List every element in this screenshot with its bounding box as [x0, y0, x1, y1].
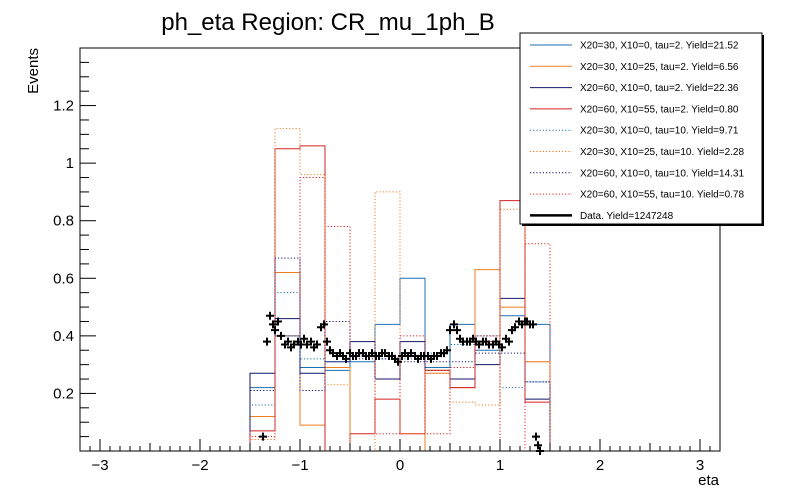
data-point [443, 346, 451, 355]
y-axis-label: Events [25, 48, 42, 94]
y-tick-label: 1 [66, 155, 74, 172]
y-tick-label: 0.4 [53, 328, 74, 345]
data-point [342, 354, 350, 363]
data-point [511, 323, 519, 332]
series-6-histogram [249, 128, 551, 452]
legend-entry: X20=30, X10=25, tau=2. Yield=6.56 [580, 62, 739, 73]
legend-entry: X20=60, X10=55, tau=2. Yield=0.80 [580, 104, 739, 115]
x-tick-label: −1 [291, 457, 308, 474]
x-tick-label: −2 [191, 457, 208, 474]
data-point [498, 343, 506, 352]
data-point [534, 441, 542, 450]
data-point [453, 326, 461, 335]
legend-entry: X20=30, X10=0, tau=10. Yield=9.71 [580, 126, 739, 137]
data-point [394, 357, 402, 366]
data-point [300, 334, 308, 343]
data-point [313, 340, 321, 349]
x-tick-label: 0 [396, 457, 404, 474]
legend-entry: X20=30, X10=0, tau=2. Yield=21.52 [580, 41, 739, 52]
data-point [450, 320, 458, 329]
y-tick-label: 1.2 [53, 98, 74, 115]
legend-box [519, 32, 763, 225]
data-point [269, 320, 277, 329]
chart-title: ph_eta Region: CR_mu_1ph_B [161, 9, 495, 36]
x-tick-label: 2 [596, 457, 604, 474]
data-point [446, 326, 454, 335]
axes: −3 −2 −1 0 1 2 3 0.2 0.4 0.6 0.8 1 1.2 [53, 47, 721, 474]
data-point [277, 331, 285, 340]
legend-entry: X20=60, X10=0, tau=10. Yield=14.31 [580, 168, 744, 179]
data-point [323, 337, 331, 346]
data-point [259, 432, 267, 441]
y-tick-label: 0.2 [53, 385, 74, 402]
legend: X20=30, X10=0, tau=2. Yield=21.52 X20=30,… [519, 32, 764, 226]
legend-entry: X20=60, X10=0, tau=2. Yield=22.36 [580, 83, 739, 94]
x-axis-label: eta [698, 472, 720, 489]
legend-entry: Data. Yield=1247248 [580, 211, 674, 222]
y-tick-label: 0.8 [53, 213, 74, 230]
data-point [529, 320, 537, 329]
y-tick-label: 0.6 [53, 270, 74, 287]
data-point [271, 326, 279, 335]
x-tick-label: −3 [91, 457, 108, 474]
data-point [307, 337, 315, 346]
data-point [284, 337, 292, 346]
data-point [266, 311, 274, 320]
data-point [263, 337, 271, 346]
legend-entry: X20=30, X10=25, tau=10. Yield=2.28 [580, 147, 744, 158]
x-tick-label: 3 [696, 457, 704, 474]
data-point [532, 432, 540, 441]
data-point [505, 337, 513, 346]
data-point [320, 320, 328, 329]
data-point [274, 317, 282, 326]
legend-entry: X20=60, X10=55, tau=10. Yield=0.78 [580, 190, 744, 201]
x-tick-label: 1 [496, 457, 504, 474]
